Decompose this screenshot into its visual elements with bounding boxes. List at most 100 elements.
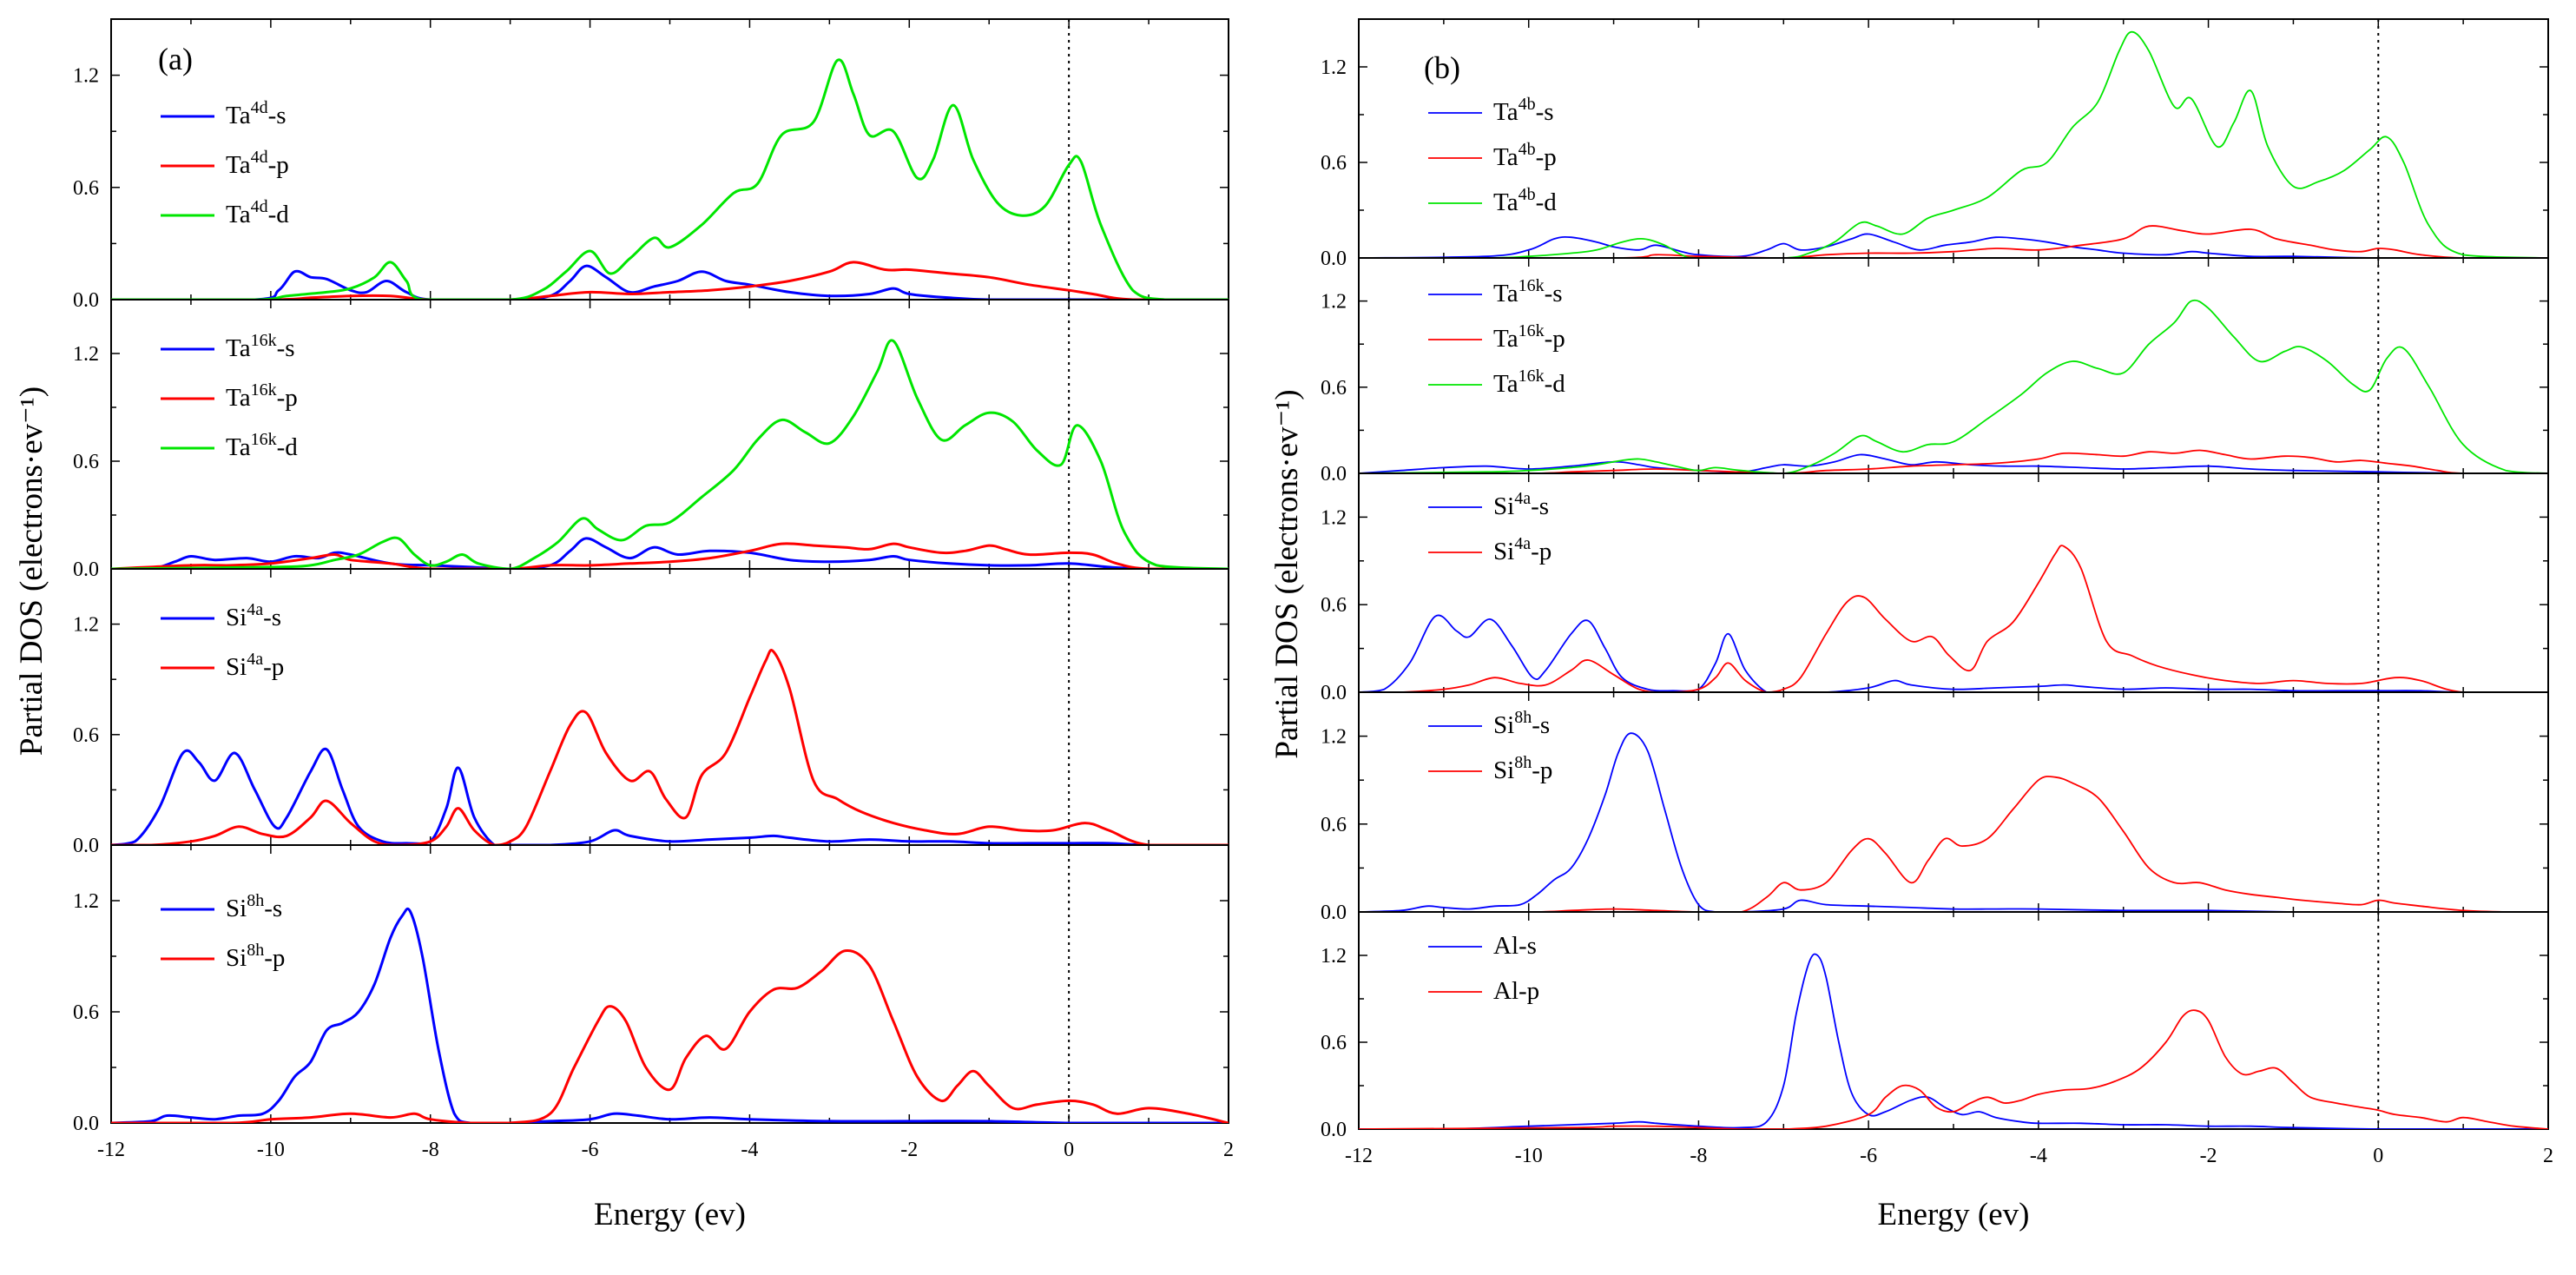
y-tick-label: 0.6 — [1321, 377, 1347, 400]
x-tick-label: 0 — [1064, 1139, 1074, 1161]
y-tick-label: 0.0 — [1321, 682, 1347, 704]
subplot: 0.0 0.6 1.2 Si8h-s Si8h-p — [73, 844, 1229, 1135]
y-axis-label: Partial DOS (electrons·ev⁻¹) — [14, 386, 49, 756]
y-tick-label: 0.6 — [1321, 594, 1347, 617]
y-tick-label: 0.6 — [73, 724, 99, 747]
series-line-Ta4b-d — [1359, 30, 2548, 258]
legend-label: Si4a-p — [226, 650, 284, 681]
y-tick-label: 1.2 — [73, 65, 99, 88]
legend-label: Al-s — [1493, 932, 1537, 960]
legend-label: Ta16k-d — [226, 430, 298, 461]
subplot: 0.0 0.6 1.2 Ta16k-s Ta16k-p Ta16k-d — [73, 299, 1229, 581]
x-tick-label: -10 — [257, 1139, 285, 1161]
series-line-Si4a-s — [111, 747, 1229, 845]
legend-label: Ta16k-s — [226, 331, 295, 362]
x-tick-label: -2 — [2200, 1145, 2217, 1167]
legend-label: Ta16k-p — [1493, 321, 1565, 353]
subplot-frame — [1358, 18, 2549, 259]
y-tick-label: 0.6 — [73, 1001, 99, 1024]
subplot-frame — [1358, 911, 2549, 1130]
x-tick-label: -12 — [97, 1139, 125, 1161]
y-tick-label: 0.0 — [73, 289, 99, 312]
x-axis-label: Energy (ev) — [1878, 1197, 2030, 1232]
subplot: 0.0 0.6 1.2 Ta4b-s Ta4b-p Ta4b-d — [1321, 18, 2549, 270]
y-tick-label: 0.0 — [73, 835, 99, 857]
y-tick-label: 1.2 — [73, 614, 99, 637]
series-line-Al-s — [1359, 953, 2548, 1129]
legend-label: Si8h-p — [226, 941, 285, 972]
series-line-Ta16k-s — [1359, 453, 2548, 473]
series-line-Si4a-s — [1359, 614, 2548, 692]
y-tick-label: 1.2 — [1321, 506, 1347, 529]
series-line-Ta16k-d — [111, 339, 1229, 569]
y-tick-label: 1.2 — [1321, 945, 1347, 968]
x-tick-label: -8 — [422, 1139, 439, 1161]
panel-b: (b) Partial DOS (electrons·ev⁻¹) Energy (e… — [1269, 18, 2553, 1232]
y-tick-label: 0.0 — [1321, 248, 1347, 270]
y-tick-label: 1.2 — [1321, 291, 1347, 314]
series-line-Ta16k-s — [111, 537, 1229, 569]
legend-label: Si4a-s — [1493, 489, 1549, 520]
series-line-Ta4b-s — [1359, 233, 2548, 258]
x-tick-label: 2 — [2543, 1145, 2553, 1167]
y-tick-label: 1.2 — [1321, 726, 1347, 749]
legend-label: Al-p — [1493, 977, 1539, 1005]
y-tick-label: 0.0 — [1321, 463, 1347, 486]
y-tick-label: 1.2 — [1321, 56, 1347, 79]
legend-label: Ta16k-p — [226, 380, 298, 412]
series-line-Si8h-p — [1359, 776, 2548, 912]
series-line-Al-p — [1359, 1009, 2548, 1129]
legend-label: Ta4b-d — [1493, 185, 1557, 216]
series-line-Ta16k-p — [111, 542, 1229, 569]
x-tick-label: -12 — [1345, 1145, 1373, 1167]
legend-label: Si4a-p — [1493, 534, 1552, 565]
x-tick-label: -4 — [741, 1139, 758, 1161]
subplot-frame — [110, 844, 1229, 1124]
x-tick-label: -6 — [1860, 1145, 1877, 1167]
legend-label: Ta4d-p — [226, 148, 289, 179]
series-line-Ta4b-p — [1359, 225, 2548, 258]
series-line-Si4a-p — [111, 649, 1229, 845]
x-tick-label: -2 — [900, 1139, 918, 1161]
legend-label: Ta16k-d — [1493, 367, 1565, 398]
panel-label: (b) — [1424, 50, 1460, 85]
series-line-Si8h-s — [1359, 732, 2548, 912]
legend-label: Si8h-p — [1493, 753, 1552, 784]
subplot: 0.0 0.6 1.2 Al-s Al-p — [1321, 911, 2549, 1141]
y-tick-label: 0.0 — [1321, 902, 1347, 924]
y-tick-label: 1.2 — [73, 343, 99, 366]
subplot: 0.0 0.6 1.2 Ta4d-s Ta4d-p Ta4d-d — [73, 18, 1229, 312]
series-line-Si8h-s — [111, 907, 1229, 1123]
series-line-Ta4d-s — [111, 264, 1229, 300]
x-tick-label: -4 — [2030, 1145, 2047, 1167]
series-line-Ta16k-p — [1359, 449, 2548, 473]
x-tick-label: -8 — [1690, 1145, 1707, 1167]
y-tick-label: 0.6 — [73, 451, 99, 473]
legend-label: Ta4b-p — [1493, 140, 1557, 171]
series-line-Si8h-p — [111, 948, 1229, 1123]
y-tick-label: 0.0 — [73, 558, 99, 581]
y-tick-label: 0.6 — [73, 177, 99, 200]
panel-a: (a) Partial DOS (electrons·ev⁻¹) Energy (e… — [14, 18, 1234, 1232]
x-tick-label: -10 — [1515, 1145, 1543, 1167]
series-line-Ta4d-d — [111, 58, 1229, 300]
series-line-Ta16k-d — [1359, 299, 2548, 473]
y-tick-label: 0.6 — [1321, 1032, 1347, 1054]
x-tick-label: 2 — [1223, 1139, 1234, 1161]
x-tick-label: 0 — [2373, 1145, 2383, 1167]
legend-label: Ta4b-s — [1493, 95, 1554, 126]
legend-label: Si8h-s — [226, 891, 282, 922]
x-tick-label: -6 — [582, 1139, 599, 1161]
legend-label: Ta16k-s — [1493, 276, 1563, 307]
panel-label: (a) — [158, 42, 193, 76]
series-line-Si4a-p — [1359, 545, 2548, 692]
legend-label: Si4a-s — [226, 600, 281, 631]
y-tick-label: 0.0 — [73, 1113, 99, 1135]
legend-label: Si8h-s — [1493, 708, 1550, 739]
x-axis-label: Energy (ev) — [594, 1197, 746, 1232]
legend-label: Ta4d-s — [226, 98, 287, 129]
y-tick-label: 0.0 — [1321, 1119, 1347, 1141]
y-tick-label: 1.2 — [73, 890, 99, 913]
subplot: 0.0 0.6 1.2 Ta16k-s Ta16k-p Ta16k-d — [1321, 257, 2549, 486]
